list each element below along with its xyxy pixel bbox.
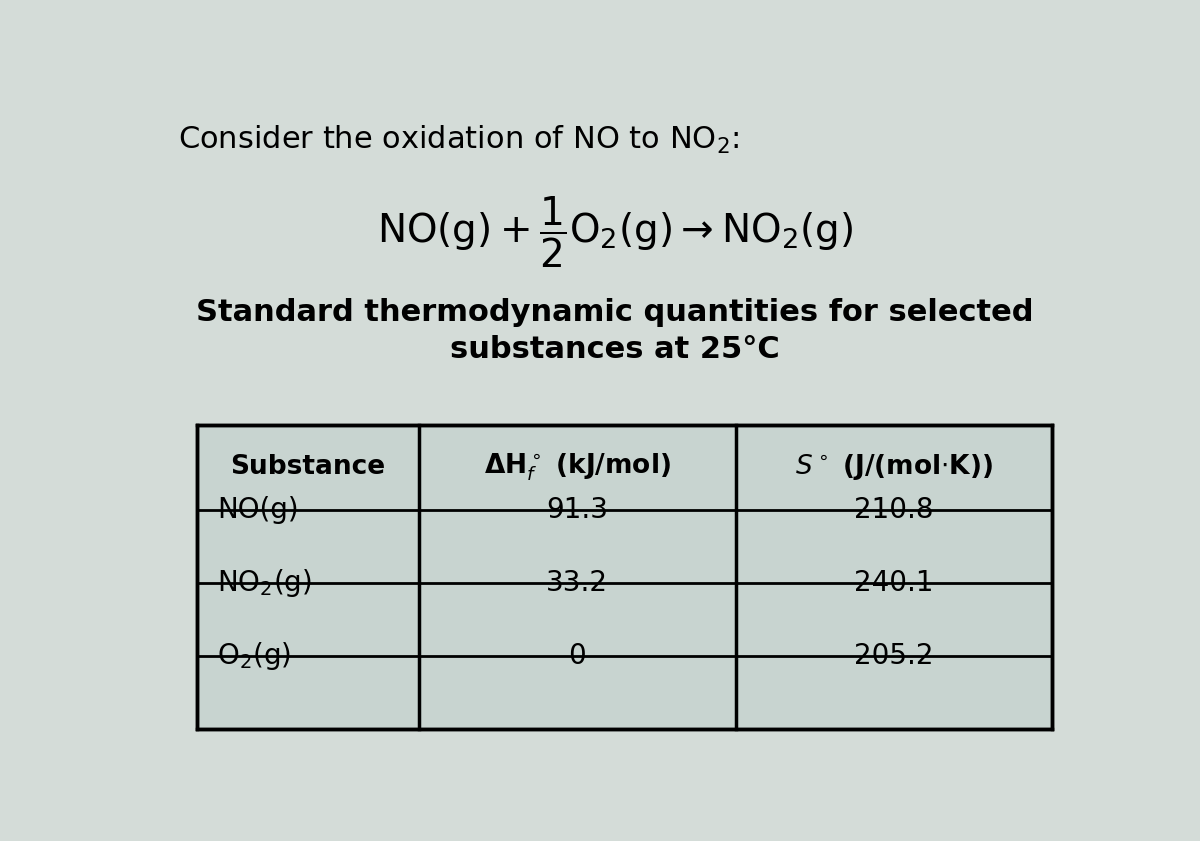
Text: 33.2: 33.2 [546, 569, 608, 597]
Text: $\mathrm{NO(g)+\dfrac{1}{2}O_2(g) \rightarrow NO_2(g)}$: $\mathrm{NO(g)+\dfrac{1}{2}O_2(g) \right… [377, 195, 853, 270]
FancyBboxPatch shape [197, 425, 1052, 729]
Text: 0: 0 [569, 642, 586, 670]
Text: $S^\circ$ (J/(mol$\cdot$K)): $S^\circ$ (J/(mol$\cdot$K)) [794, 452, 992, 483]
Text: 91.3: 91.3 [546, 496, 608, 524]
Text: 210.8: 210.8 [854, 496, 934, 524]
Text: Consider the oxidation of NO to NO$_2$:: Consider the oxidation of NO to NO$_2$: [178, 124, 739, 156]
Text: 240.1: 240.1 [854, 569, 934, 597]
Text: Substance: Substance [230, 454, 385, 480]
Text: NO$_2$(g): NO$_2$(g) [217, 567, 312, 599]
Text: NO(g): NO(g) [217, 496, 299, 524]
Text: 205.2: 205.2 [854, 642, 934, 670]
Text: O$_2$(g): O$_2$(g) [217, 640, 292, 672]
Text: substances at 25°C: substances at 25°C [450, 336, 780, 364]
Text: $\mathbf{\Delta} \mathbf{H}_f^\circ$ (kJ/mol): $\mathbf{\Delta} \mathbf{H}_f^\circ$ (kJ… [484, 452, 671, 483]
Text: Standard thermodynamic quantities for selected: Standard thermodynamic quantities for se… [197, 299, 1033, 327]
